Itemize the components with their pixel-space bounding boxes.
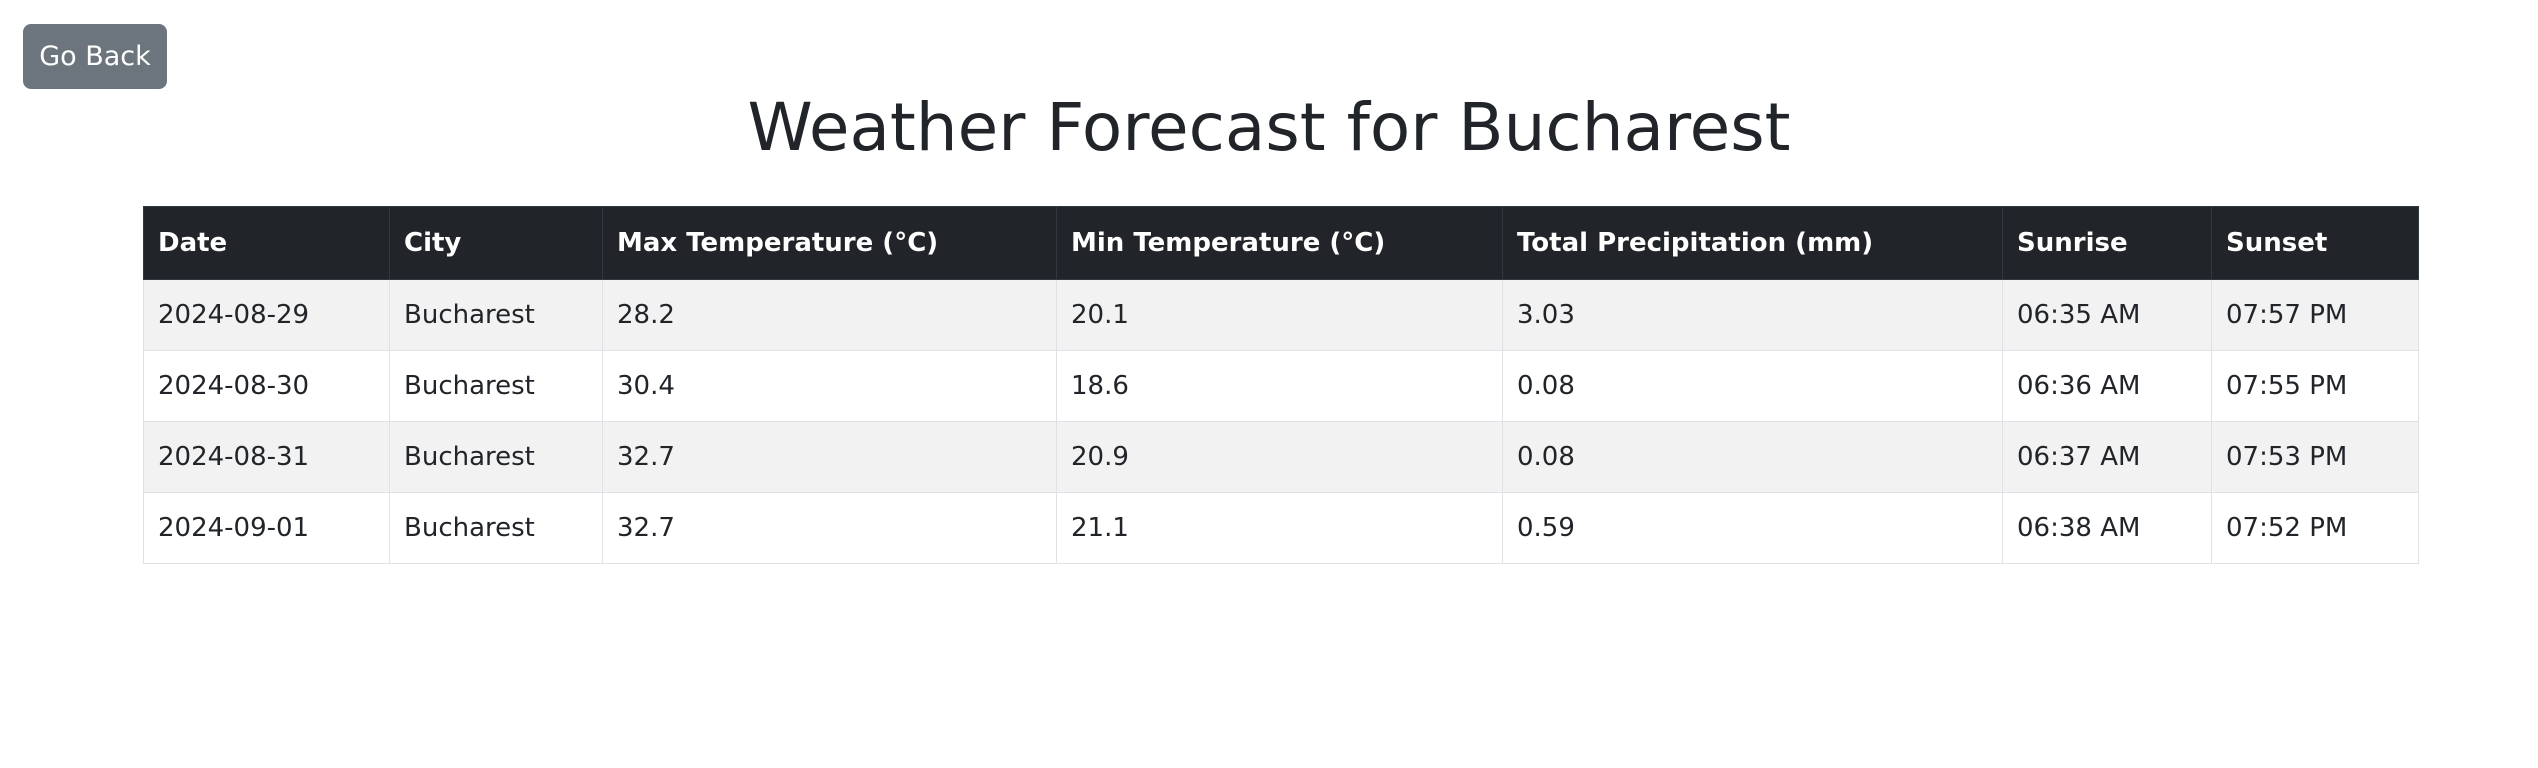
cell-max-temp: 32.7 <box>602 421 1057 493</box>
cell-sunrise: 06:35 AM <box>2002 279 2212 351</box>
cell-sunrise: 06:36 AM <box>2002 350 2212 422</box>
cell-date: 2024-09-01 <box>143 492 390 564</box>
cell-precipitation: 3.03 <box>1502 279 2003 351</box>
cell-city: Bucharest <box>389 279 603 351</box>
column-header-precipitation: Total Precipitation (mm) <box>1502 206 2003 280</box>
table-body: 2024-08-29 Bucharest 28.2 20.1 3.03 06:3… <box>143 279 2419 564</box>
table-row: 2024-08-31 Bucharest 32.7 20.9 0.08 06:3… <box>143 421 2419 493</box>
column-header-sunrise: Sunrise <box>2002 206 2212 280</box>
cell-sunrise: 06:38 AM <box>2002 492 2212 564</box>
table-header: Date City Max Temperature (°C) Min Tempe… <box>143 206 2419 280</box>
cell-precipitation: 0.08 <box>1502 421 2003 493</box>
header-row: Date City Max Temperature (°C) Min Tempe… <box>143 206 2419 280</box>
cell-date: 2024-08-30 <box>143 350 390 422</box>
cell-sunset: 07:52 PM <box>2211 492 2419 564</box>
table-row: 2024-09-01 Bucharest 32.7 21.1 0.59 06:3… <box>143 492 2419 564</box>
cell-date: 2024-08-31 <box>143 421 390 493</box>
cell-min-temp: 18.6 <box>1056 350 1503 422</box>
cell-max-temp: 28.2 <box>602 279 1057 351</box>
cell-sunset: 07:53 PM <box>2211 421 2419 493</box>
column-header-min-temp: Min Temperature (°C) <box>1056 206 1503 280</box>
cell-date: 2024-08-29 <box>143 279 390 351</box>
cell-min-temp: 21.1 <box>1056 492 1503 564</box>
cell-precipitation: 0.59 <box>1502 492 2003 564</box>
column-header-max-temp: Max Temperature (°C) <box>602 206 1057 280</box>
cell-min-temp: 20.9 <box>1056 421 1503 493</box>
cell-city: Bucharest <box>389 421 603 493</box>
column-header-date: Date <box>143 206 390 280</box>
cell-sunset: 07:55 PM <box>2211 350 2419 422</box>
forecast-table: Date City Max Temperature (°C) Min Tempe… <box>143 206 2419 564</box>
cell-max-temp: 30.4 <box>602 350 1057 422</box>
cell-city: Bucharest <box>389 492 603 564</box>
page-title: Weather Forecast for Bucharest <box>747 89 1791 166</box>
column-header-city: City <box>389 206 603 280</box>
table-row: 2024-08-30 Bucharest 30.4 18.6 0.08 06:3… <box>143 350 2419 422</box>
cell-city: Bucharest <box>389 350 603 422</box>
go-back-button[interactable]: Go Back <box>23 24 167 89</box>
cell-precipitation: 0.08 <box>1502 350 2003 422</box>
column-header-sunset: Sunset <box>2211 206 2419 280</box>
table-row: 2024-08-29 Bucharest 28.2 20.1 3.03 06:3… <box>143 279 2419 351</box>
cell-min-temp: 20.1 <box>1056 279 1503 351</box>
cell-max-temp: 32.7 <box>602 492 1057 564</box>
cell-sunset: 07:57 PM <box>2211 279 2419 351</box>
cell-sunrise: 06:37 AM <box>2002 421 2212 493</box>
